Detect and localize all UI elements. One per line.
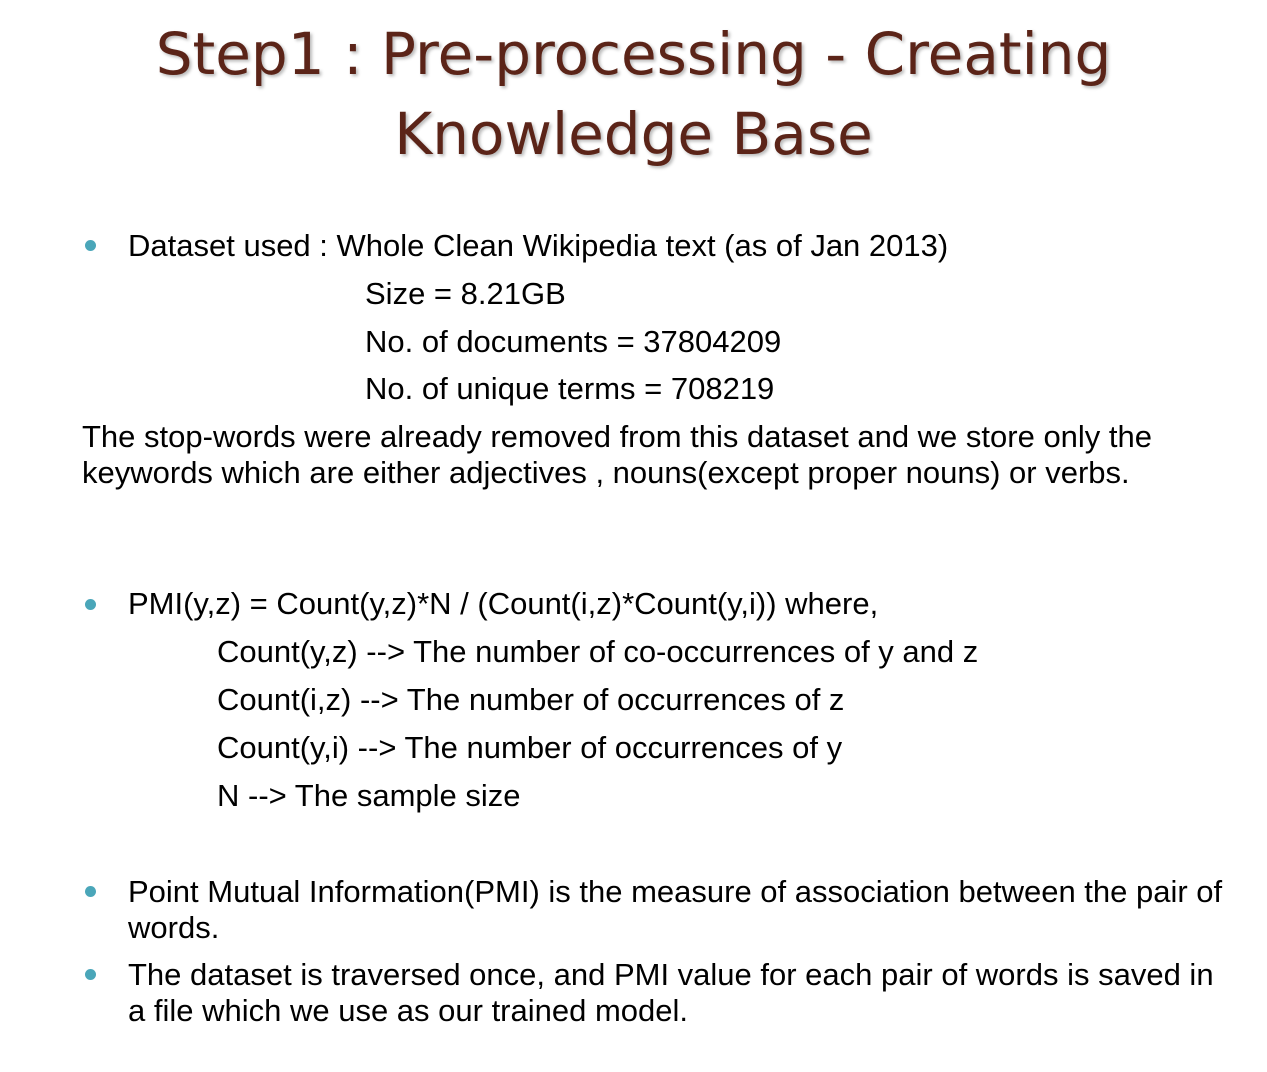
- stopwords-paragraph: The stop-words were already removed from…: [82, 419, 1153, 490]
- traversal-text: The dataset is traversed once, and PMI v…: [128, 957, 1214, 1028]
- dataset-documents: No. of documents = 37804209: [365, 324, 782, 359]
- bullet-dot-icon: [85, 599, 96, 610]
- bullet-dot-icon: [85, 886, 96, 897]
- bullet-dot-icon: [85, 240, 96, 251]
- dataset-size: Size = 8.21GB: [365, 276, 566, 311]
- pmi-definition-count-yz: Count(y,z) --> The number of co-occurren…: [217, 634, 979, 669]
- pmi-definition-count-yi: Count(y,i) --> The number of occurrences…: [217, 730, 843, 765]
- pmi-formula: PMI(y,z) = Count(y,z)*N / (Count(i,z)*Co…: [128, 586, 879, 621]
- bullet-dot-icon: [85, 969, 96, 980]
- slide-title: Step1 : Pre-processing - Creating Knowle…: [0, 14, 1267, 174]
- pmi-definition-n: N --> The sample size: [217, 778, 521, 813]
- pmi-definition-count-iz: Count(i,z) --> The number of occurrences…: [217, 682, 845, 717]
- dataset-terms: No. of unique terms = 708219: [365, 371, 775, 406]
- title-line-2: Knowledge Base: [394, 100, 873, 168]
- title-line-1: Step1 : Pre-processing - Creating: [155, 20, 1112, 88]
- dataset-lead: Dataset used : Whole Clean Wikipedia tex…: [128, 228, 949, 263]
- pmi-measure-text: Point Mutual Information(PMI) is the mea…: [128, 874, 1223, 945]
